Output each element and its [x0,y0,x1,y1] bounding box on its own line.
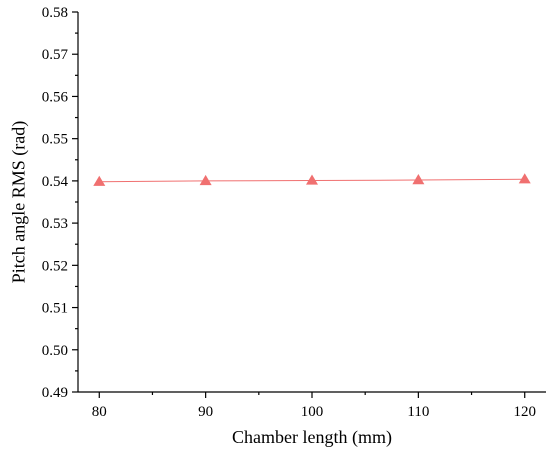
x-tick-label: 120 [513,404,536,420]
y-tick-label: 0.56 [42,89,69,105]
y-tick-label: 0.50 [42,343,68,359]
y-tick-label: 0.52 [42,258,68,274]
y-tick-label: 0.58 [42,5,68,21]
data-point [306,174,318,185]
x-axis-ticks: 80 90 100 110 120 [92,392,536,420]
y-axis-ticks: 0.49 0.50 0.51 0.52 0.53 0.54 0.55 0.56 0.57 0.58 [42,5,78,401]
y-tick-label: 0.57 [42,47,69,63]
x-axis-title: Chamber length (mm) [232,427,392,448]
y-tick-label: 0.49 [42,385,68,401]
data-point [93,175,106,186]
y-tick-label: 0.54 [42,174,69,190]
y-tick-label: 0.55 [42,132,68,148]
x-tick-label: 90 [198,404,213,420]
data-point [199,174,212,186]
y-tick-label: 0.51 [42,301,68,317]
y-tick-label: 0.53 [42,216,68,232]
x-tick-label: 100 [301,404,324,420]
x-tick-label: 80 [92,404,107,420]
data-point [518,173,531,184]
y-axis-title: Pitch angle RMS (rad) [8,121,29,283]
data-point [412,174,425,185]
series-group [93,173,531,186]
x-tick-label: 110 [407,404,429,420]
